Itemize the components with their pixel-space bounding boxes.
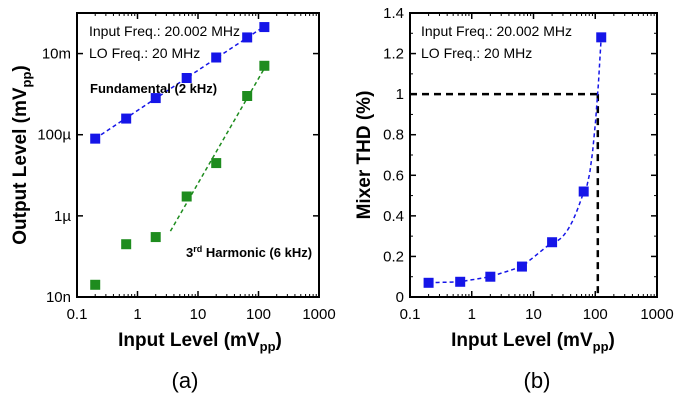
x-tick-label: 1 bbox=[133, 306, 141, 323]
panel-label-b: (b) bbox=[524, 368, 551, 393]
x-tick-label: 0.1 bbox=[67, 306, 88, 323]
chart-b-points bbox=[424, 32, 607, 287]
y-tick-label: 1.4 bbox=[383, 5, 404, 22]
y-tick-label: 0.8 bbox=[383, 127, 404, 144]
x-tick-label: 0.1 bbox=[400, 306, 421, 323]
chart-b-note-1: Input Freq.: 20.002 MHz bbox=[421, 23, 572, 39]
trendcurve-series-0 bbox=[429, 37, 602, 282]
data-point bbox=[90, 280, 100, 290]
data-point bbox=[579, 187, 589, 197]
y-tick-label: 0.2 bbox=[383, 248, 404, 265]
data-point bbox=[424, 278, 434, 288]
y-tick-label: 10n bbox=[46, 289, 71, 306]
data-point bbox=[259, 61, 269, 71]
x-tick-label: 10 bbox=[190, 306, 207, 323]
chart-a-xlabel: Input Level (mVpp) bbox=[118, 330, 282, 354]
x-tick-label: 1000 bbox=[640, 306, 673, 323]
data-point bbox=[259, 22, 269, 32]
y-tick-label: 1µ bbox=[54, 208, 71, 225]
chart-b-trendlines bbox=[410, 37, 601, 297]
chart-b-note-2: LO Freq.: 20 MHz bbox=[421, 45, 532, 61]
data-point bbox=[242, 91, 252, 101]
data-point bbox=[242, 32, 252, 42]
data-point bbox=[121, 114, 131, 124]
x-tick-label: 100 bbox=[583, 306, 608, 323]
data-point bbox=[211, 53, 221, 63]
chart-a-ylabel: Output Level (mVpp) bbox=[10, 65, 34, 245]
chart-b-ylabel: Mixer THD (%) bbox=[354, 91, 375, 220]
chart-a-note-2: LO Freq.: 20 MHz bbox=[89, 45, 200, 61]
data-point bbox=[90, 134, 100, 144]
y-tick-label: 0.6 bbox=[383, 167, 404, 184]
legend-3rd-harmonic: 3rd Harmonic (6 kHz) bbox=[186, 244, 312, 260]
data-point bbox=[211, 158, 221, 168]
data-point bbox=[121, 239, 131, 249]
y-tick-label: 100µ bbox=[37, 127, 71, 144]
chart-a: 0.1110100100010n1µ100µ10m1100 Input Freq… bbox=[10, 0, 336, 393]
x-tick-label: 100 bbox=[246, 306, 271, 323]
panel-label-a: (a) bbox=[172, 368, 199, 393]
chart-b: 0.1 1 10 100 1000 0 0.2 0.4 0.6 0.8 1 1.2 1.4 Input … bbox=[354, 5, 674, 393]
chart-b-xlabel: Input Level (mVpp) bbox=[451, 330, 615, 354]
y-tick-label: 0.4 bbox=[383, 208, 404, 225]
data-point bbox=[151, 232, 161, 242]
legend-fundamental: Fundamental (2 kHz) bbox=[90, 81, 217, 96]
data-point bbox=[517, 262, 527, 272]
x-tick-label: 1 bbox=[468, 306, 476, 323]
data-point bbox=[455, 277, 465, 287]
chart-a-note-1: Input Freq.: 20.002 MHz bbox=[89, 23, 240, 39]
y-tick-label: 0 bbox=[396, 289, 404, 306]
data-point bbox=[182, 191, 192, 201]
y-tick-label: 1.2 bbox=[383, 46, 404, 63]
data-point bbox=[596, 32, 606, 42]
x-tick-label: 1000 bbox=[302, 306, 335, 323]
data-point bbox=[547, 237, 557, 247]
x-tick-label: 10 bbox=[525, 306, 542, 323]
y-tick-label: 1 bbox=[396, 86, 404, 103]
data-point bbox=[485, 272, 495, 282]
y-tick-label: 10m bbox=[42, 46, 71, 63]
